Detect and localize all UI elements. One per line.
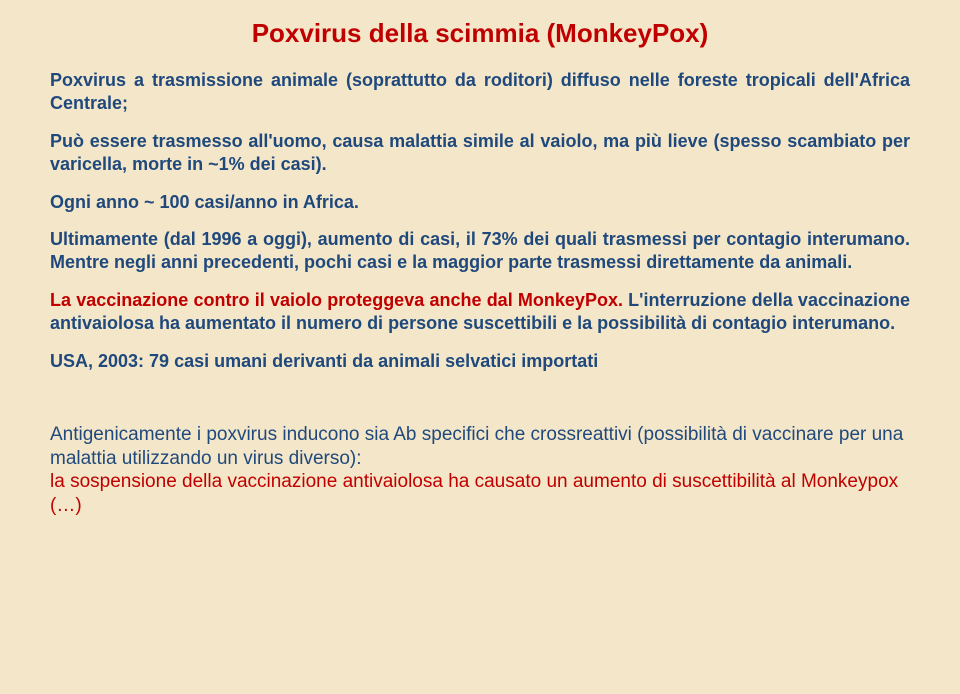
paragraph-4: Ultimamente (dal 1996 a oggi), aumento d… <box>50 228 910 275</box>
bottom-paragraph-1: Antigenicamente i poxvirus inducono sia … <box>50 423 910 471</box>
paragraph-1: Poxvirus a trasmissione animale (sopratt… <box>50 69 910 116</box>
paragraph-5-red: La vaccinazione contro il vaiolo protegg… <box>50 290 623 310</box>
paragraph-2: Può essere trasmesso all'uomo, causa mal… <box>50 130 910 177</box>
slide-container: Poxvirus della scimmia (MonkeyPox) Poxvi… <box>0 0 960 538</box>
slide-title: Poxvirus della scimmia (MonkeyPox) <box>50 18 910 49</box>
paragraph-5: La vaccinazione contro il vaiolo protegg… <box>50 289 910 336</box>
paragraph-6: USA, 2003: 79 casi umani derivanti da an… <box>50 350 910 373</box>
paragraph-3: Ogni anno ~ 100 casi/anno in Africa. <box>50 191 910 214</box>
bottom-paragraph-2: la sospensione della vaccinazione antiva… <box>50 470 910 518</box>
